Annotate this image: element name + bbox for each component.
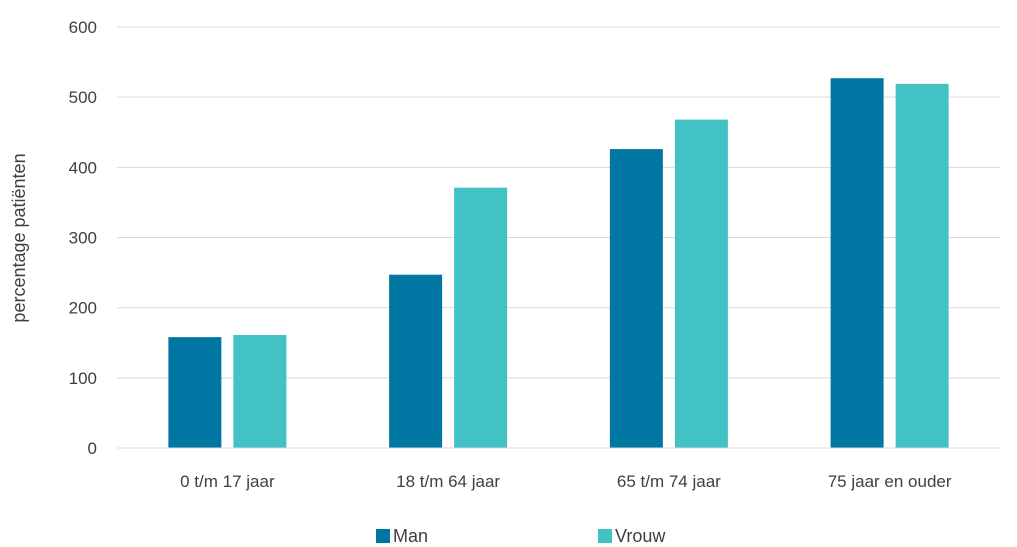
bar-vrouw <box>454 187 508 448</box>
y-tick-label: 100 <box>69 369 97 388</box>
x-tick-label: 0 t/m 17 jaar <box>180 472 275 491</box>
legend-swatch <box>598 529 612 543</box>
y-axis-ticks: 0 100 200 300 400 500 600 <box>69 18 97 458</box>
legend-label: Vrouw <box>615 526 666 546</box>
y-tick-label: 0 <box>88 439 97 458</box>
x-tick-label: 75 jaar en ouder <box>828 472 952 491</box>
bars <box>168 78 949 449</box>
legend-label: Man <box>393 526 428 546</box>
bar-vrouw <box>895 83 949 449</box>
bar-man <box>609 149 663 448</box>
bar-man <box>830 78 884 448</box>
legend-swatch <box>376 529 390 543</box>
y-tick-label: 600 <box>69 18 97 37</box>
x-axis-ticks: 0 t/m 17 jaar 18 t/m 64 jaar 65 t/m 74 jaa… <box>117 447 1000 491</box>
y-tick-label: 300 <box>69 229 97 248</box>
bar-vrouw <box>233 335 287 448</box>
x-tick-label: 18 t/m 64 jaar <box>396 472 500 491</box>
y-axis-title: percentage patiënten <box>9 153 29 322</box>
y-tick-label: 200 <box>69 299 97 318</box>
y-tick-label: 500 <box>69 88 97 107</box>
bar-man <box>168 337 222 448</box>
bar-vrouw <box>674 119 728 449</box>
bar-man <box>389 274 443 448</box>
x-tick-label: 65 t/m 74 jaar <box>617 472 721 491</box>
legend: Man Vrouw <box>376 526 666 546</box>
y-tick-label: 400 <box>69 158 97 177</box>
